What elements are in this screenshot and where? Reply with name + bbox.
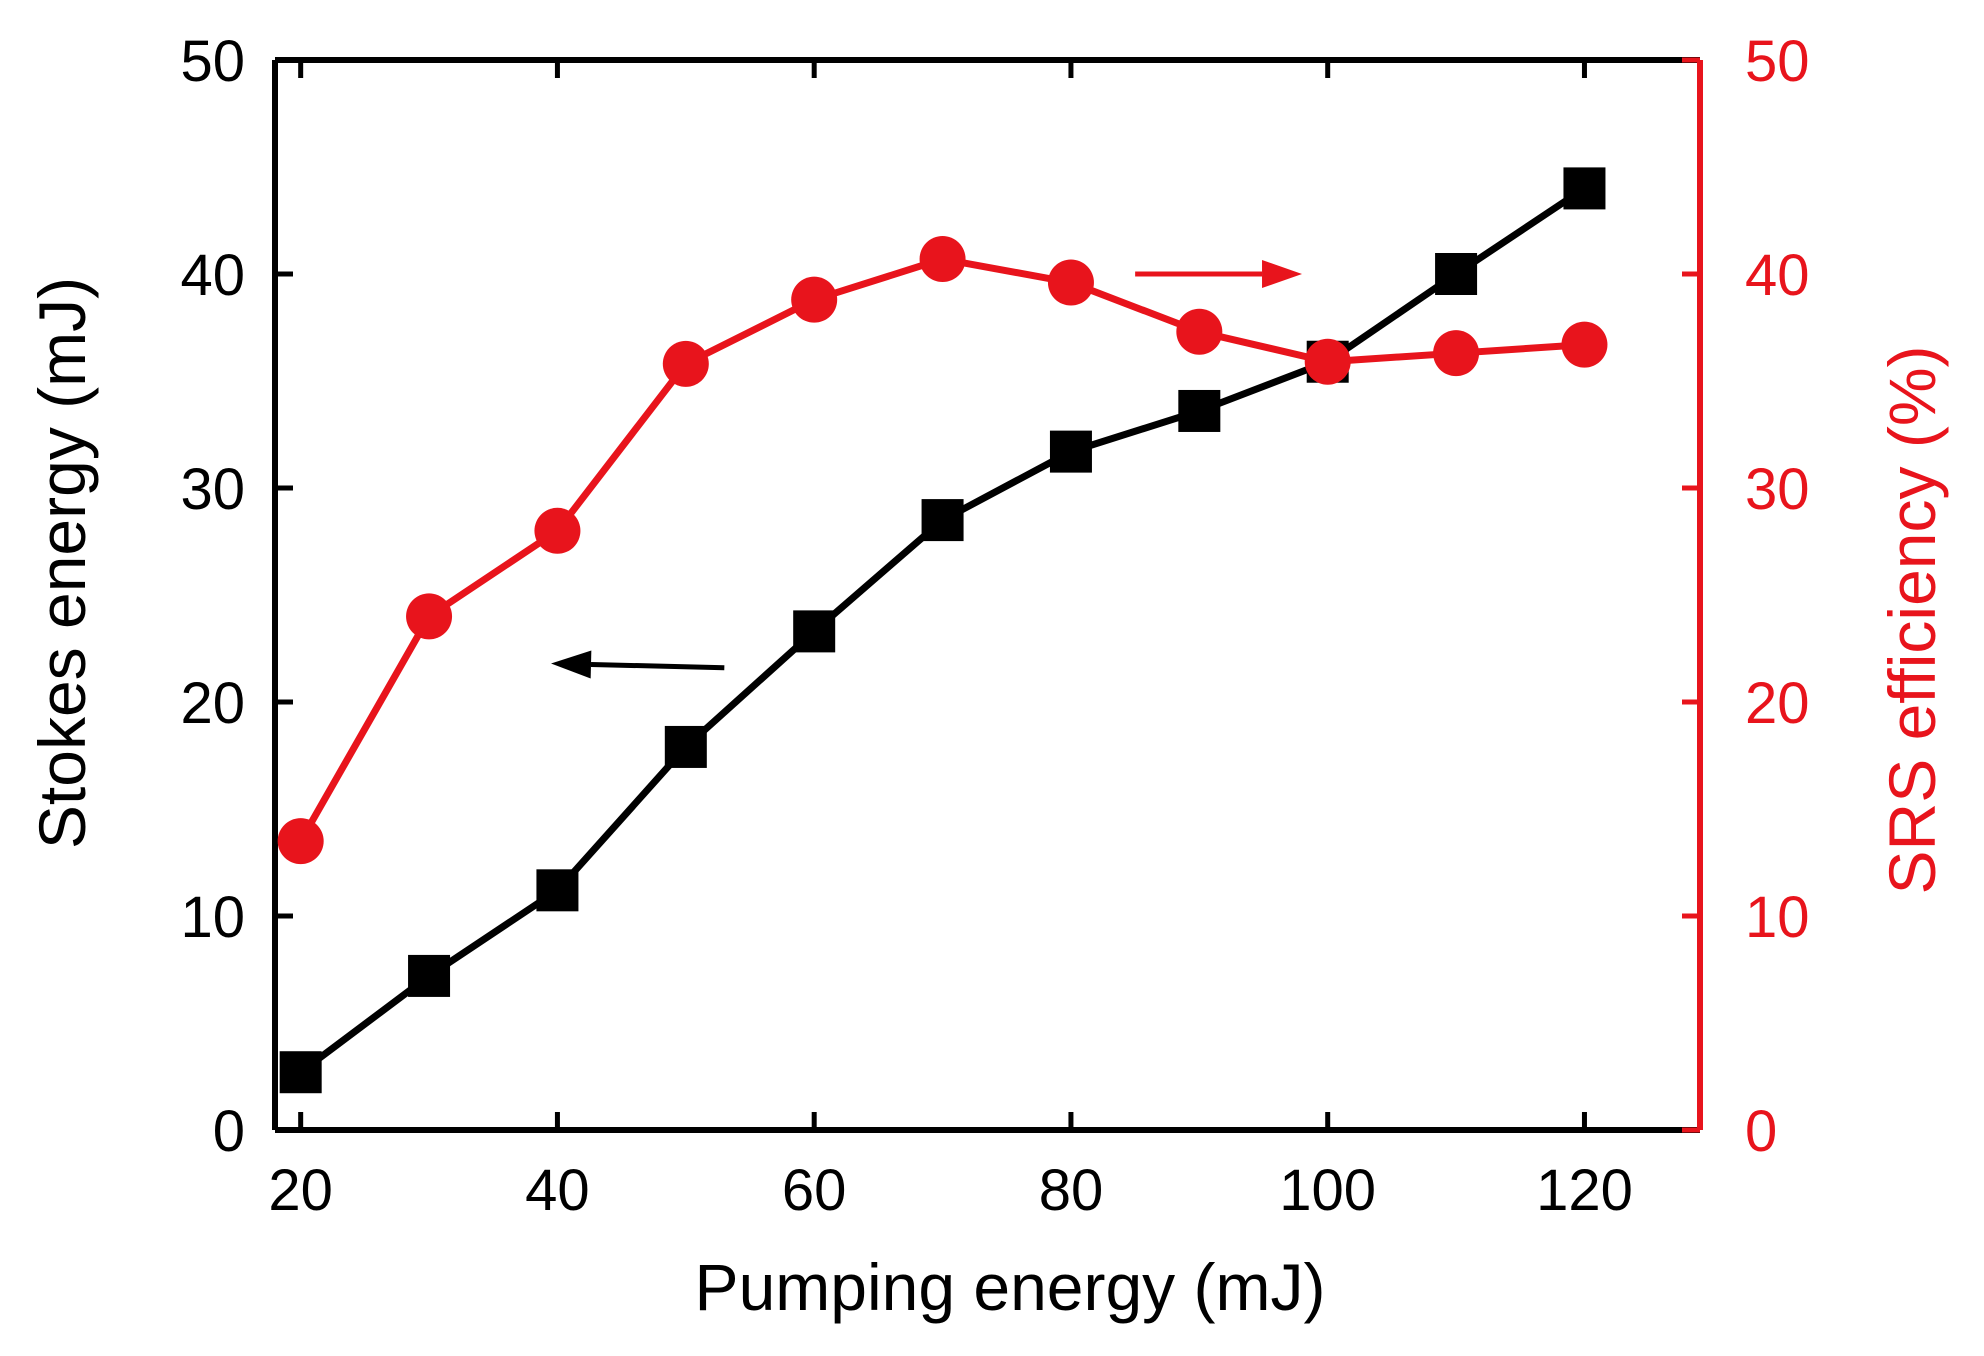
y-tick-label: 0 (213, 1099, 245, 1164)
y2-tick-label: 50 (1745, 29, 1810, 94)
x-tick-label: 80 (1039, 1158, 1104, 1223)
srs-efficiency-point (1561, 321, 1608, 368)
y-tick-label: 30 (180, 457, 245, 522)
stokes-energy-point (664, 725, 707, 768)
series-layer (277, 167, 1608, 1094)
srs-efficiency-point (662, 340, 709, 387)
srs-efficiency-point (534, 507, 581, 554)
srs-efficiency-point (791, 276, 838, 323)
x-axis-title: Pumping energy (mJ) (695, 1250, 1326, 1324)
arrow-shaft (590, 661, 725, 671)
y2-tick-label: 10 (1745, 885, 1810, 950)
srs-efficiency-point (277, 818, 324, 865)
y2-tick-label: 30 (1745, 457, 1810, 522)
stokes-energy-point (1435, 253, 1478, 295)
arrow-left-icon (551, 650, 725, 679)
stokes-energy-point (1178, 389, 1221, 432)
arrow-head (1262, 260, 1303, 288)
y-tick-label: 50 (180, 29, 245, 94)
y-tick-label: 20 (180, 671, 245, 736)
stokes-energy-point (536, 869, 579, 912)
stokes-energy-point (793, 610, 836, 653)
y2-tick-label: 0 (1745, 1099, 1777, 1164)
x-axis: 20 40 60 80 100 120 (268, 60, 1633, 1223)
annotation-layer (551, 260, 1303, 679)
x-tick-label: 20 (268, 1158, 333, 1223)
srs-efficiency-point (1304, 338, 1351, 385)
y-tick-label: 10 (180, 885, 245, 950)
y-tick-label: 40 (180, 243, 245, 308)
arrow-right-icon (1135, 260, 1303, 288)
y-axis-left-title: Stokes energy (mJ) (25, 277, 99, 849)
y2-tick-label: 40 (1745, 243, 1810, 308)
arrow-head (551, 650, 592, 679)
x-tick-label: 100 (1279, 1158, 1376, 1223)
x-tick-label: 60 (782, 1158, 847, 1223)
stokes-energy-point (279, 1051, 322, 1094)
srs-efficiency-point (919, 236, 966, 283)
srs-efficiency-line (297, 255, 1585, 843)
stokes-energy-point (1049, 430, 1092, 473)
stokes-energy-point (921, 499, 964, 542)
y-axis-right-title: SRS efficiency (%) (1875, 346, 1949, 895)
y-axis-right: 0 10 20 30 40 50 (1682, 29, 1810, 1164)
x-tick-label: 120 (1536, 1158, 1633, 1223)
stokes-energy-point (1563, 167, 1606, 210)
stokes-energy-line (298, 185, 1587, 1076)
x-tick-label: 40 (525, 1158, 590, 1223)
plot-frame (272, 57, 1703, 1133)
srs-efficiency-point (406, 593, 453, 640)
srs-efficiency-point (1433, 330, 1480, 377)
srs-efficiency-point (1047, 259, 1094, 306)
stokes-energy-point (408, 954, 451, 997)
y-axis-left: 0 10 20 30 40 50 (180, 29, 293, 1164)
srs-efficiency-point (1176, 308, 1223, 355)
y2-tick-label: 20 (1745, 671, 1810, 736)
